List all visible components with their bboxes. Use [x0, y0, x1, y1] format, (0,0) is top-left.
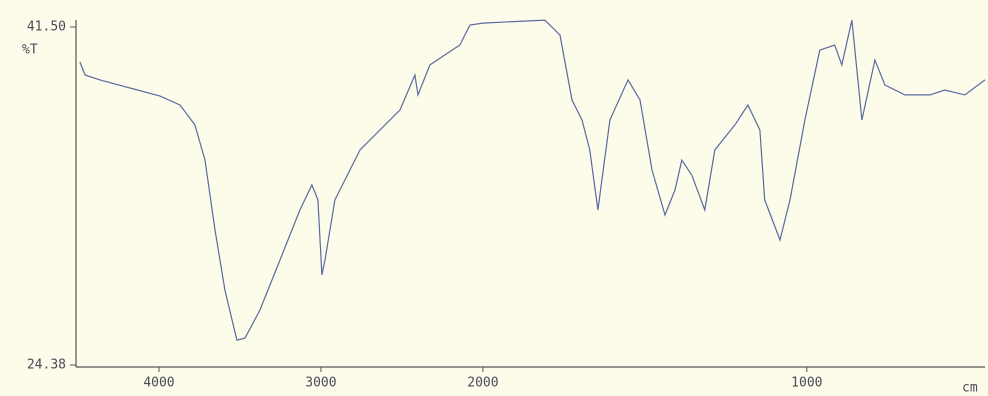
x-tick-label: 2000: [467, 376, 498, 391]
y-tick-label: 24.38: [27, 358, 66, 373]
y-tick-label: 41.50: [27, 20, 66, 35]
x-tick-label: 4000: [143, 376, 174, 391]
y-axis-label: %T: [22, 43, 38, 58]
x-tick-label: 1000: [791, 376, 822, 391]
x-axis-label: cm: [962, 381, 978, 396]
spectrum-line: [79, 19, 986, 341]
x-tick-label: 3000: [305, 376, 336, 391]
